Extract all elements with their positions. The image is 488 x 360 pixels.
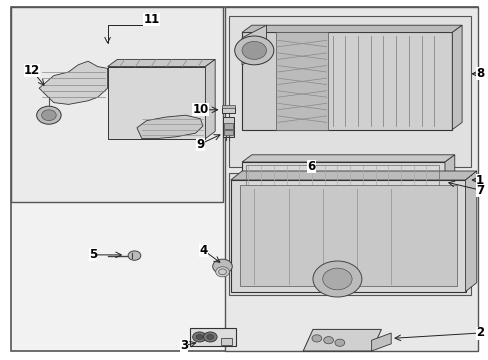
Polygon shape (242, 25, 266, 65)
Bar (222, 105, 234, 108)
Polygon shape (276, 32, 327, 130)
Text: 7: 7 (475, 184, 483, 197)
Polygon shape (137, 115, 203, 139)
Text: 5: 5 (89, 248, 97, 261)
Bar (242, 32, 451, 130)
Circle shape (311, 335, 321, 342)
Circle shape (192, 332, 206, 342)
Polygon shape (465, 171, 476, 292)
Polygon shape (205, 59, 215, 139)
Circle shape (206, 334, 213, 339)
Text: 3: 3 (180, 339, 187, 352)
Circle shape (196, 334, 203, 339)
Bar (228, 173, 470, 295)
Text: 12: 12 (23, 64, 40, 77)
Circle shape (41, 110, 56, 121)
Polygon shape (451, 25, 461, 130)
Polygon shape (242, 25, 461, 32)
Circle shape (242, 41, 266, 59)
Circle shape (128, 251, 141, 260)
Text: 2: 2 (475, 327, 483, 339)
Circle shape (234, 36, 273, 65)
Polygon shape (39, 61, 107, 104)
Polygon shape (303, 329, 381, 351)
Bar (11, 7, 223, 202)
Circle shape (218, 269, 226, 275)
Bar (224, 123, 232, 129)
Text: 6: 6 (307, 160, 315, 173)
Polygon shape (230, 171, 476, 180)
Circle shape (37, 106, 61, 124)
Bar (107, 67, 205, 139)
Bar (230, 180, 465, 292)
Text: 1: 1 (475, 174, 483, 186)
Bar (222, 107, 234, 113)
Text: 4: 4 (199, 244, 207, 257)
Circle shape (322, 268, 351, 290)
Bar (228, 16, 470, 167)
Circle shape (203, 332, 217, 342)
Circle shape (312, 261, 361, 297)
Bar (239, 185, 456, 286)
Circle shape (215, 267, 229, 277)
Bar (224, 7, 477, 351)
Polygon shape (107, 59, 215, 67)
Circle shape (212, 259, 232, 274)
Bar (224, 130, 232, 135)
Text: 9: 9 (196, 138, 204, 150)
Circle shape (334, 339, 344, 346)
Text: 11: 11 (143, 13, 160, 26)
Bar (223, 117, 233, 137)
Polygon shape (444, 155, 454, 189)
Bar (221, 338, 231, 345)
Text: 10: 10 (192, 103, 208, 116)
Bar (242, 162, 444, 189)
Polygon shape (242, 155, 454, 162)
Bar (189, 328, 236, 346)
Circle shape (323, 337, 333, 344)
Text: 8: 8 (475, 67, 483, 80)
Bar (245, 165, 438, 186)
Polygon shape (371, 333, 390, 351)
